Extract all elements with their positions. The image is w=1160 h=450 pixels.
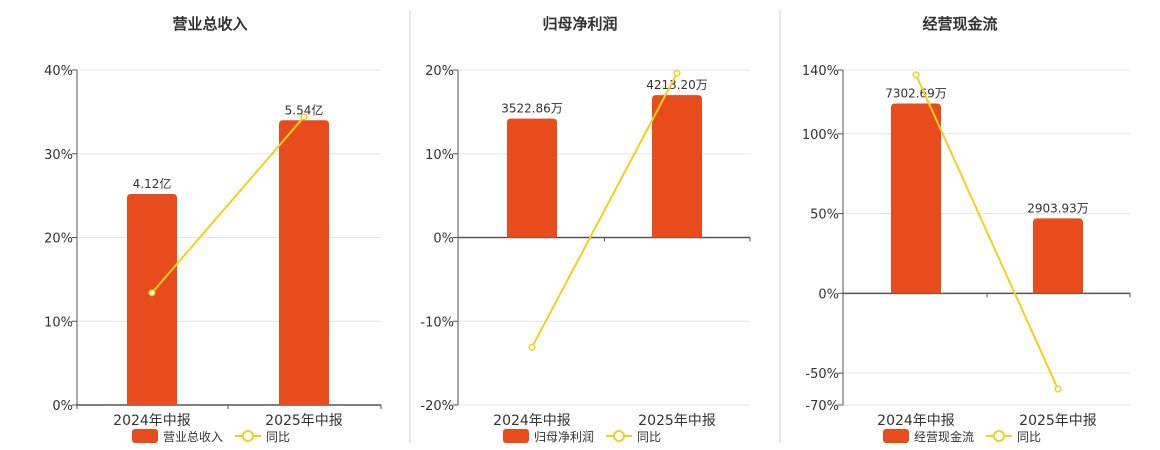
y-tick-label: 140% <box>802 64 839 79</box>
legend-line-marker <box>613 430 625 442</box>
bar-data-label: 3522.86万 <box>501 102 563 116</box>
chart-title: 归母净利润 <box>542 15 617 33</box>
bar-data-label: 2903.93万 <box>1027 201 1089 215</box>
legend-label: 归母净利润 <box>534 430 594 444</box>
x-tick-label: 2025年中报 <box>265 413 343 429</box>
legend-label: 经营现金流 <box>914 429 974 444</box>
yoy-point <box>148 289 156 297</box>
bar <box>891 103 941 294</box>
y-tick-label: 0% <box>818 287 839 302</box>
legend-line-marker <box>993 430 1005 442</box>
x-tick-label: 2025年中报 <box>1019 413 1097 429</box>
bar-data-label: 4.12亿 <box>133 176 172 191</box>
legend-label: 同比 <box>637 430 661 444</box>
bar-data-label: 4213.20万 <box>646 78 708 92</box>
legend-bar-swatch <box>883 429 909 443</box>
y-tick-label: 0% <box>52 399 73 414</box>
y-tick-label: -50% <box>805 367 839 382</box>
y-tick-label: 20% <box>425 64 454 79</box>
bar <box>279 120 329 405</box>
legend-label: 营业总收入 <box>163 430 223 444</box>
yoy-line <box>151 116 305 294</box>
yoy-line <box>531 72 678 348</box>
legend-line-marker <box>242 430 254 442</box>
y-tick-label: 20% <box>44 232 73 247</box>
yoy-point <box>673 69 681 77</box>
bar <box>1033 218 1083 294</box>
yoy-point <box>1054 385 1062 393</box>
bar-data-label: 5.54亿 <box>285 102 324 117</box>
x-tick-label: 2025年中报 <box>638 413 716 429</box>
legend-label: 同比 <box>266 430 290 444</box>
y-tick-label: 10% <box>425 148 454 163</box>
y-tick-label: -10% <box>420 315 454 330</box>
legend-bar-swatch <box>503 429 529 443</box>
y-tick-label: -20% <box>420 399 454 414</box>
legend-bar-swatch <box>132 429 158 443</box>
x-tick-label: 2024年中报 <box>493 413 571 429</box>
chart-title: 经营现金流 <box>922 15 997 33</box>
yoy-point <box>528 343 536 351</box>
bar <box>507 118 557 238</box>
legend-label: 同比 <box>1017 430 1041 444</box>
y-tick-label: 40% <box>44 64 73 79</box>
y-tick-label: 30% <box>44 148 73 163</box>
yoy-point <box>300 113 308 121</box>
bar <box>127 193 177 405</box>
x-tick-label: 2024年中报 <box>113 413 191 429</box>
y-tick-label: 0% <box>433 232 454 247</box>
yoy-line <box>915 74 1059 390</box>
bar-data-label: 7302.69万 <box>885 87 947 101</box>
y-tick-label: 100% <box>802 128 839 143</box>
chart-title: 营业总收入 <box>172 15 247 33</box>
bar <box>652 95 702 238</box>
y-tick-label: 10% <box>44 315 73 330</box>
y-tick-label: -70% <box>805 399 839 414</box>
y-tick-label: 50% <box>810 208 839 223</box>
yoy-point <box>912 71 920 79</box>
x-tick-label: 2024年中报 <box>877 413 955 429</box>
